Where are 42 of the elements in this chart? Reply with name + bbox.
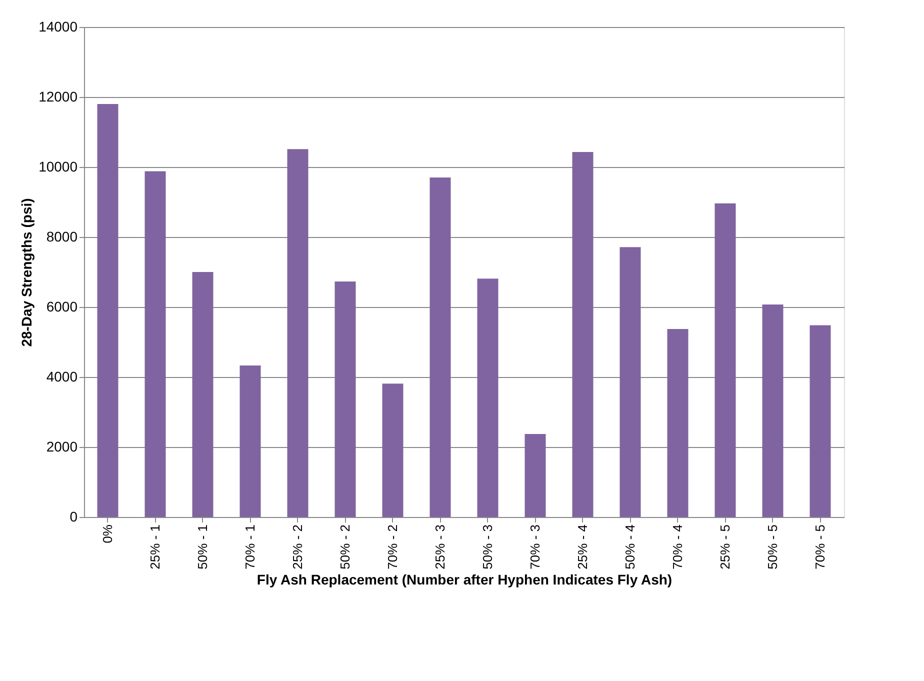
bar [192,272,214,517]
y-tick-label: 10000 [38,158,78,174]
x-tick-label: 25% - 3 [432,524,448,570]
bar [382,384,404,517]
bar [240,365,261,517]
x-tick-label: 70% - 1 [242,524,258,570]
y-tick-label: 2000 [46,438,78,454]
x-tick-label: 70% - 5 [812,524,828,570]
bar [287,149,308,517]
y-tick-label: 8000 [46,228,78,244]
bar [97,104,118,517]
bar [572,152,594,517]
x-tick-label: 0% [100,524,115,544]
x-tick-label: 25% - 4 [574,524,590,570]
x-tick-label: 70% - 2 [384,524,400,570]
bar [667,329,688,517]
x-tick-label: 50% - 1 [194,524,210,570]
x-axis-title: Fly Ash Replacement (Number after Hyphen Indicates Fly Ash) [256,571,672,588]
x-tick-label: 25% - 5 [717,524,732,570]
x-tick-label: 70% - 3 [527,524,542,570]
x-tick-label: 50% - 3 [480,524,495,570]
bar [430,178,451,517]
bar [524,434,546,517]
x-tick-label: 25% - 1 [147,524,162,570]
y-tick-label: 6000 [46,298,78,314]
y-tick-label: 4000 [46,368,78,384]
y-tick-label: 0 [70,508,78,524]
y-tick-label: 12000 [38,88,78,104]
bar [620,247,641,517]
x-tick-label: 70% - 4 [670,524,685,570]
bar [810,325,831,517]
x-tick-label: 50% - 2 [337,524,352,570]
bar [714,203,736,517]
bar [144,171,166,517]
y-axis-title: 28-Day Strengths (psi) [18,198,35,347]
x-tick-label: 50% - 4 [622,524,638,570]
x-tick-label: 25% - 2 [290,524,305,570]
x-tick-label: 50% - 5 [764,524,780,570]
y-tick-label: 14000 [38,18,78,34]
bar [477,278,498,517]
bar [334,281,356,517]
bar [762,304,784,517]
